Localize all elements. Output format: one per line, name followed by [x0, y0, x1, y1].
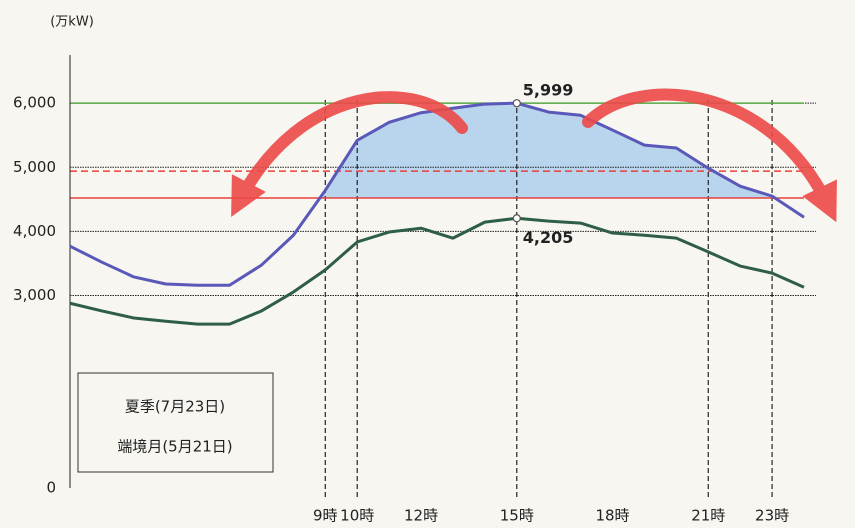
y-tick-label: 0 — [46, 479, 56, 497]
x-tick-label: 10時 — [340, 507, 374, 525]
y-tick-label: 5,000 — [13, 158, 56, 176]
x-tick-label: 18時 — [595, 507, 629, 525]
y-tick-label: 3,000 — [13, 286, 56, 304]
page: {"chart_data": { "type": "line", "y_labe… — [0, 0, 855, 528]
x-tick-label: 12時 — [404, 507, 438, 525]
x-tick-label: 23時 — [755, 507, 789, 525]
x-tick-label: 15時 — [500, 507, 534, 525]
x-tick-label: 21時 — [691, 507, 725, 525]
legend-box — [78, 373, 273, 472]
chart: 0 3,000 4,000 5,000 6,000 9時10時 12時 15時 18時 21時 23… — [0, 0, 855, 528]
y-tick-label: 4,000 — [13, 222, 56, 240]
surplus-area — [70, 103, 804, 285]
y-tick-label: 6,000 — [13, 94, 56, 112]
point-marker — [513, 100, 520, 107]
x-tick-label: 9時 — [313, 507, 338, 525]
legend-label: 端境月(5月21日) — [117, 438, 232, 456]
point-marker — [513, 215, 520, 222]
data-label: 5,999 — [523, 81, 574, 100]
data-label: 4,205 — [523, 228, 574, 247]
y-axis-label: (万kW) — [50, 15, 94, 30]
series-line — [70, 218, 804, 324]
legend-label: 夏季(7月23日) — [125, 398, 225, 416]
